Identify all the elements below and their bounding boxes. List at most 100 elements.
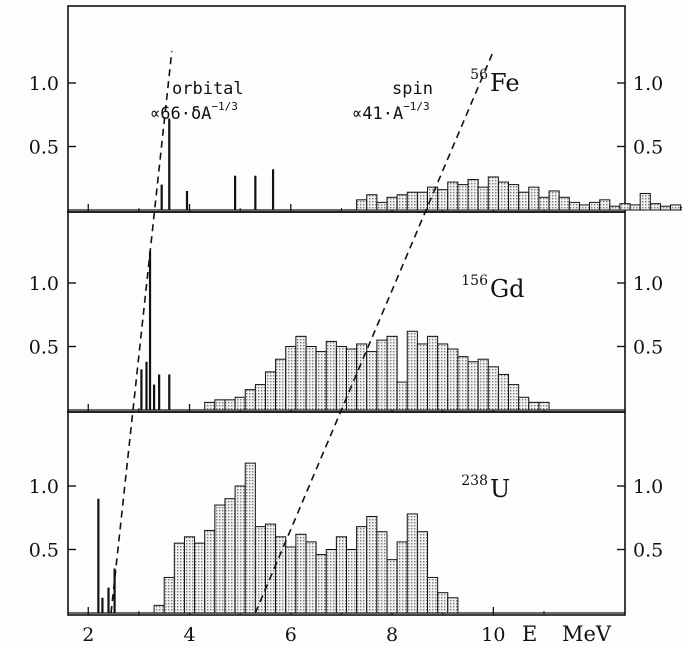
orbital-exponent: −1/3 xyxy=(211,100,238,113)
panel-fe56: 0.5 0.5 1.0 1.0 56 Fe xyxy=(29,5,682,213)
nucleus-symbol: Fe xyxy=(490,69,520,97)
hist-bar xyxy=(437,343,449,411)
hist-bar xyxy=(518,191,530,211)
hist-bar xyxy=(305,541,317,614)
orbital-formula-base: ∝66·δA xyxy=(150,104,211,124)
x-tick-label: 6 xyxy=(285,624,297,646)
hist-bar xyxy=(204,401,216,411)
hist-bar xyxy=(356,526,368,614)
hist-bar xyxy=(406,191,418,211)
x-axis: E MeV 2 4 6 8 10 xyxy=(82,622,612,646)
hist-bar xyxy=(305,346,317,411)
hist-bar xyxy=(427,335,439,411)
hist-bar xyxy=(285,546,297,614)
panel-frame xyxy=(67,411,626,616)
hist-bar xyxy=(629,204,641,211)
hist-bar xyxy=(224,498,236,614)
hist-bar xyxy=(427,576,439,614)
hist-bar xyxy=(477,358,489,411)
hist-bar xyxy=(639,192,651,211)
spin-exponent: −1/3 xyxy=(403,100,430,113)
y-tick-label-right: 0.5 xyxy=(633,540,663,562)
y-tick-label-left: 0.5 xyxy=(29,540,59,562)
hist-bar xyxy=(457,356,469,411)
hist-bar xyxy=(295,533,307,614)
panel-gd156: 0.5 0.5 1.0 1.0 156 Gd xyxy=(29,211,663,413)
hist-bar xyxy=(508,184,520,211)
hist-bar xyxy=(508,384,520,411)
y-tick-label-left: 1.0 xyxy=(29,273,59,295)
panels-layer: 0.5 0.5 1.0 1.0 56 Fe 0.5 0.5 1.0 1.0 156 Gd 0.5 0.5 1… xyxy=(29,5,682,616)
orbital-formula: ∝66·δA−1/3 xyxy=(150,100,238,124)
hist-bar xyxy=(376,339,388,411)
hist-bar xyxy=(518,396,530,411)
hist-bar xyxy=(376,531,388,614)
hist-bar xyxy=(153,604,165,614)
hist-bar xyxy=(558,196,570,211)
hist-bar xyxy=(386,335,398,411)
dashed-line-spin xyxy=(254,50,495,614)
hist-bar xyxy=(437,189,449,211)
hist-bar xyxy=(386,196,398,211)
hist-bar xyxy=(325,340,337,411)
dashed-lines-layer xyxy=(110,50,495,614)
y-tick-label-right: 1.0 xyxy=(633,273,663,295)
hist-bar xyxy=(396,381,408,411)
nucleus-mass: 56 xyxy=(470,67,488,83)
hist-bar xyxy=(659,205,672,211)
hist-bar xyxy=(275,358,287,411)
x-tick-label: 10 xyxy=(481,624,505,646)
hist-bar xyxy=(386,559,398,614)
hist-bar xyxy=(366,515,378,614)
y-tick-label-left: 1.0 xyxy=(29,476,59,498)
hist-bar xyxy=(437,592,449,614)
hist-bar xyxy=(568,201,580,211)
hist-bar xyxy=(183,536,196,614)
y-tick-label-left: 0.5 xyxy=(29,337,59,359)
hist-bar xyxy=(619,203,631,211)
hist-bar xyxy=(346,549,358,614)
orbital-title: orbital xyxy=(172,79,244,99)
hist-bar xyxy=(285,346,297,411)
hist-bar xyxy=(214,399,226,411)
hist-bar xyxy=(234,396,246,411)
nucleus-mass: 156 xyxy=(461,273,488,289)
hist-bar xyxy=(670,204,682,211)
hist-bar xyxy=(578,204,591,211)
hist-bar xyxy=(325,549,337,614)
hist-bar xyxy=(224,399,236,411)
hist-bar xyxy=(244,462,256,614)
hist-bar xyxy=(396,194,408,211)
hist-bar xyxy=(457,184,469,211)
hist-bar xyxy=(416,531,429,614)
hist-bar xyxy=(194,542,206,614)
hist-bar xyxy=(497,181,510,211)
y-tick-label-left: 0.5 xyxy=(29,137,59,159)
hist-bar xyxy=(315,554,327,614)
spin-formula: ∝41·A−1/3 xyxy=(352,100,430,124)
y-tick-label-left: 1.0 xyxy=(29,73,59,95)
hist-bar xyxy=(487,366,499,411)
nucleus-symbol: Gd xyxy=(490,275,525,303)
hist-bar xyxy=(173,542,185,614)
hist-bar xyxy=(497,373,510,411)
hist-bar xyxy=(356,199,368,211)
x-tick-label: 2 xyxy=(82,624,94,646)
hist-bar xyxy=(589,201,601,211)
hist-bar xyxy=(680,206,682,211)
annotations-layer: orbital ∝66·δA−1/3 spin ∝41·A−1/3 xyxy=(150,79,433,124)
hist-bar xyxy=(295,335,307,411)
hist-bar xyxy=(335,536,348,614)
hist-bar xyxy=(366,351,378,411)
nucleus-mass: 238 xyxy=(461,473,488,489)
hist-bar xyxy=(214,504,226,614)
hist-bar xyxy=(649,203,661,211)
x-axis-unit: MeV xyxy=(562,622,612,646)
hist-bar xyxy=(528,401,540,411)
spin-formula-base: ∝41·A xyxy=(352,104,403,124)
hist-bar xyxy=(538,196,550,211)
hist-bar xyxy=(315,351,327,411)
hist-bar xyxy=(264,371,277,411)
x-tick-label: 8 xyxy=(386,624,398,646)
